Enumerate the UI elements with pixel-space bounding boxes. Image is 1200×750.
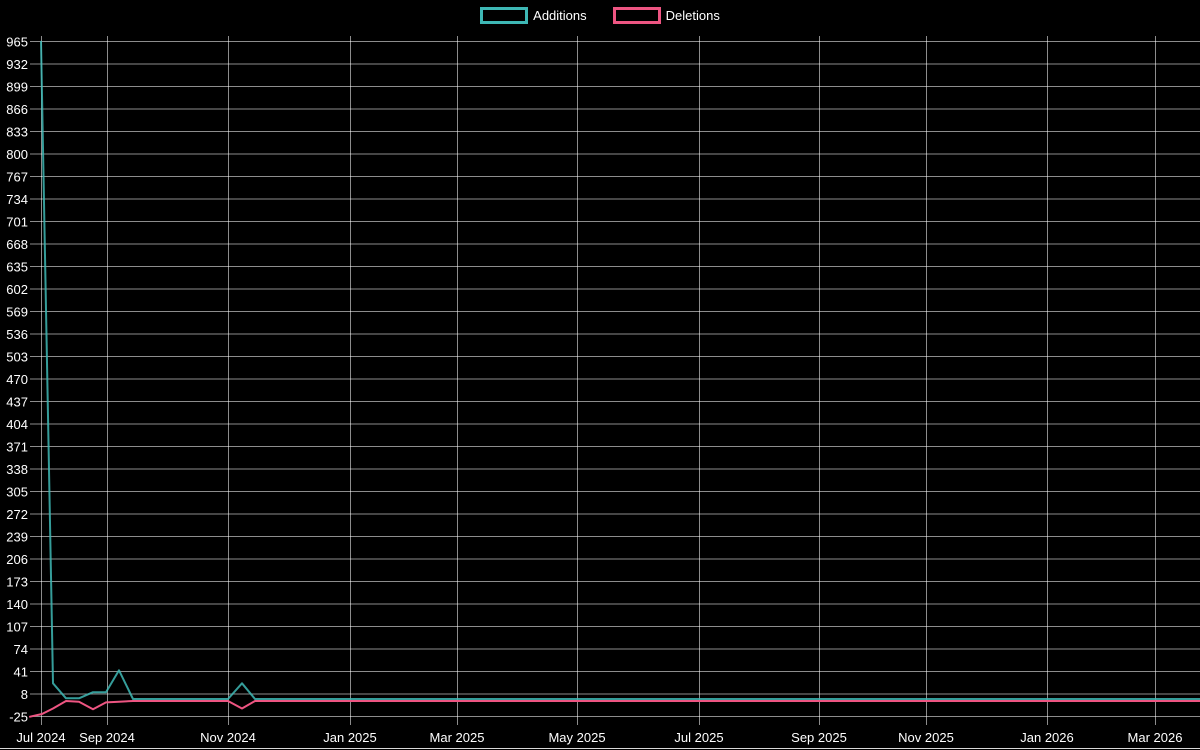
deletions-line: [29, 700, 1200, 718]
y-tick-label: 536: [6, 327, 28, 342]
y-tick-label: 173: [6, 574, 28, 589]
y-tick-label: 371: [6, 439, 28, 454]
x-tick-label: Jul 2024: [16, 730, 65, 745]
gridlines: [30, 36, 1200, 725]
y-tick-label: 602: [6, 282, 28, 297]
y-tick-label: 635: [6, 259, 28, 274]
x-tick-label: Jan 2025: [323, 730, 377, 745]
y-tick-label: 833: [6, 124, 28, 139]
legend-item-additions[interactable]: Additions: [480, 7, 587, 24]
y-tick-label: 569: [6, 304, 28, 319]
y-tick-label: 800: [6, 147, 28, 162]
y-tick-label: 899: [6, 79, 28, 94]
y-axis-tick-labels: 965 932 899 866 833 800 767 734 701 668 635 602 569 5…: [6, 34, 28, 724]
x-tick-label: Nov 2025: [898, 730, 954, 745]
y-tick-label: 239: [6, 529, 28, 544]
y-tick-label: 41: [14, 664, 28, 679]
y-tick-label: 8: [21, 687, 28, 702]
y-tick-label: 272: [6, 507, 28, 522]
y-tick-label: 338: [6, 462, 28, 477]
y-tick-label: 140: [6, 597, 28, 612]
y-tick-label: 107: [6, 619, 28, 634]
y-tick-label: 404: [6, 417, 28, 432]
y-tick-label: -25: [9, 709, 28, 724]
x-tick-label: Sep 2024: [79, 730, 135, 745]
x-tick-label: Nov 2024: [200, 730, 256, 745]
x-tick-label: Sep 2025: [791, 730, 847, 745]
y-tick-label: 767: [6, 169, 28, 184]
y-tick-label: 74: [14, 642, 28, 657]
y-tick-label: 437: [6, 394, 28, 409]
y-tick-label: 932: [6, 57, 28, 72]
additions-legend-swatch: [480, 7, 529, 24]
deletions-legend-swatch: [612, 7, 661, 24]
chart-legend: Additions Deletions: [0, 7, 1200, 24]
x-tick-label: Mar 2026: [1128, 730, 1183, 745]
x-tick-label: Mar 2025: [430, 730, 485, 745]
x-tick-label: Jan 2026: [1020, 730, 1074, 745]
x-tick-label: Jul 2025: [674, 730, 723, 745]
y-tick-label: 734: [6, 192, 28, 207]
x-tick-label: May 2025: [548, 730, 605, 745]
y-tick-label: 470: [6, 372, 28, 387]
y-tick-label: 206: [6, 552, 28, 567]
y-tick-label: 866: [6, 102, 28, 117]
additions-line: [40, 40, 1200, 700]
y-tick-label: 668: [6, 237, 28, 252]
x-axis-tick-labels: Jul 2024 Sep 2024 Nov 2024 Jan 2025 Mar 2025…: [16, 730, 1182, 745]
additions-legend-label: Additions: [533, 8, 587, 23]
legend-item-deletions[interactable]: Deletions: [612, 7, 720, 24]
y-tick-label: 965: [6, 34, 28, 49]
y-tick-label: 503: [6, 349, 28, 364]
deletions-legend-label: Deletions: [665, 8, 720, 23]
y-tick-label: 701: [6, 214, 28, 229]
y-tick-label: 305: [6, 484, 28, 499]
